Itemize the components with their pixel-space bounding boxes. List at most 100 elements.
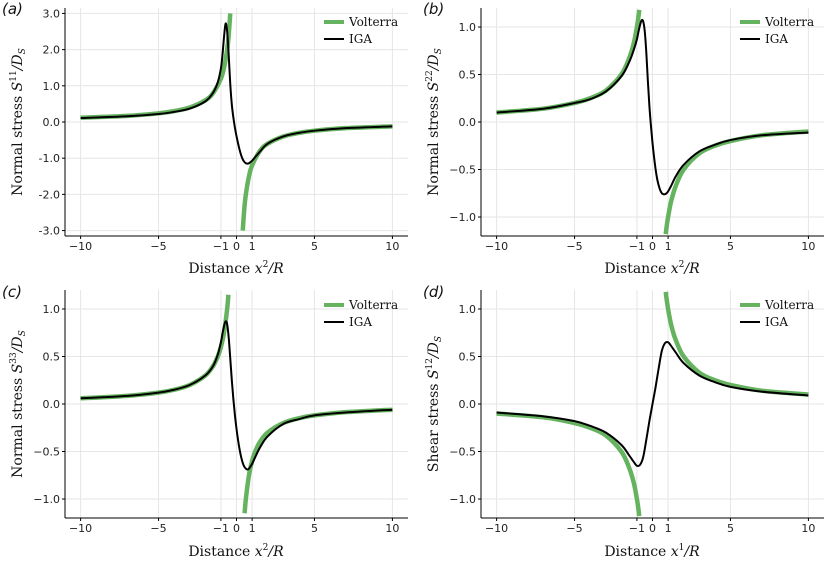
x-tick-label: 0: [649, 522, 656, 535]
panel-d-ticks: −10 −5 −1 0 1 5 10−1.0−0.50.00.51.0: [449, 303, 815, 535]
y-axis-label: Normal stress S22/DS: [425, 48, 444, 196]
x-axis-label: Distance x2/R: [188, 260, 284, 277]
y-tick-label: -3.0: [39, 225, 60, 238]
x-tick-label: 1: [249, 522, 256, 535]
panel-d-legend: Volterra IGA: [740, 298, 814, 329]
y-tick-label: 1.0: [43, 80, 61, 93]
x-tick-label: −1: [213, 240, 229, 253]
y-tick-label: −1.0: [449, 493, 476, 506]
x-tick-label: 1: [665, 522, 672, 535]
legend-label-iga: IGA: [349, 315, 372, 329]
panel-label: (a): [2, 0, 23, 18]
panel-c-axes: [64, 290, 408, 519]
y-tick-label: -1.0: [39, 152, 60, 165]
x-axis-label: Distance x2/R: [604, 260, 700, 277]
panel-a: −10 −5 −1 0 1 5 10-3.0-2.0-1.00.01.02.03.0 Vol…: [2, 0, 408, 277]
y-tick-label: -2.0: [39, 188, 60, 201]
legend-label-iga: IGA: [765, 32, 788, 46]
x-tick-label: 0: [233, 240, 240, 253]
y-tick-label: 0.0: [459, 398, 477, 411]
panel-a-ticks: −10 −5 −1 0 1 5 10-3.0-2.0-1.00.01.02.03.0: [39, 7, 400, 253]
y-tick-label: 0.5: [43, 351, 61, 364]
x-tick-label: 5: [727, 240, 734, 253]
x-tick-label: −5: [566, 240, 582, 253]
y-tick-label: 2.0: [43, 44, 61, 57]
legend-label-volterra: Volterra: [348, 298, 398, 312]
y-axis-label: Shear stress S12/DS: [425, 336, 444, 472]
y-tick-label: −0.5: [449, 446, 476, 459]
y-tick-label: 1.0: [43, 303, 61, 316]
series-iga-line: [80, 22, 393, 165]
x-tick-label: 0: [233, 522, 240, 535]
panel-c-series: [80, 294, 393, 514]
panel-d-series: [496, 291, 809, 517]
panel-b-series: [496, 9, 809, 235]
y-tick-label: 0.0: [43, 116, 61, 129]
series-volterra-branch-left: [496, 411, 642, 517]
panel-c-ticks: −10 −5 −1 0 1 5 10−1.0−0.50.00.51.0: [33, 303, 399, 535]
x-tick-label: 10: [801, 522, 815, 535]
series-iga-line: [496, 18, 809, 196]
panel-a-axes: [64, 8, 408, 237]
panel-a-legend: Volterra IGA: [324, 15, 398, 46]
panel-b-axes: [480, 8, 824, 237]
series-volterra-branch-right: [240, 124, 393, 231]
x-tick-label: 1: [665, 240, 672, 253]
panel-d-axes: [480, 290, 824, 519]
series-volterra-branch-left: [496, 9, 642, 115]
x-tick-label: −10: [485, 522, 508, 535]
legend-label-volterra: Volterra: [764, 298, 814, 312]
y-tick-label: 0.5: [459, 351, 477, 364]
series-volterra-branch-right: [663, 129, 809, 235]
series-iga-line: [80, 320, 393, 471]
y-axis-label: Normal stress S33/DS: [9, 330, 28, 478]
y-tick-label: −1.0: [33, 493, 60, 506]
y-tick-label: 1.0: [459, 303, 477, 316]
x-tick-label: −1: [629, 522, 645, 535]
x-tick-label: 5: [311, 522, 318, 535]
x-tick-label: −5: [150, 240, 166, 253]
panel-label: (c): [2, 283, 22, 301]
panel-d: −10 −5 −1 0 1 5 10−1.0−0.50.00.51.0 Volterra I…: [423, 283, 824, 560]
panel-label: (d): [423, 283, 444, 301]
y-tick-label: 0.0: [459, 116, 477, 129]
x-tick-label: 10: [801, 240, 815, 253]
panel-c-grid: [65, 290, 408, 518]
x-tick-label: 5: [311, 240, 318, 253]
x-tick-label: −10: [485, 240, 508, 253]
x-tick-label: 10: [385, 240, 399, 253]
y-tick-label: 1.0: [459, 21, 477, 34]
series-volterra-branch-right: [242, 407, 393, 514]
legend-label-iga: IGA: [349, 32, 372, 46]
x-axis-label: Distance x2/R: [188, 543, 284, 560]
y-tick-label: 0.0: [43, 398, 61, 411]
panel-a-grid: [65, 8, 408, 236]
x-axis-label: Distance x1/R: [604, 543, 700, 560]
x-tick-label: 0: [649, 240, 656, 253]
panel-c-legend: Volterra IGA: [324, 298, 398, 329]
panel-b-ticks: −10 −5 −1 0 1 5 10−1.0−0.50.00.51.0: [449, 21, 815, 253]
series-iga-line: [496, 340, 809, 468]
panel-label: (b): [423, 0, 444, 18]
y-tick-label: −0.5: [449, 164, 476, 177]
x-tick-label: 1: [249, 240, 256, 253]
x-tick-label: −10: [69, 522, 92, 535]
y-tick-label: 3.0: [43, 7, 61, 20]
series-volterra-branch-left: [80, 294, 231, 401]
legend-label-volterra: Volterra: [348, 15, 398, 29]
x-tick-label: −5: [150, 522, 166, 535]
series-volterra-branch-left: [80, 13, 233, 120]
y-tick-label: −1.0: [449, 211, 476, 224]
y-axis-label: Normal stress S11/DS: [9, 48, 28, 196]
x-tick-label: −1: [213, 522, 229, 535]
legend-label-volterra: Volterra: [764, 15, 814, 29]
panel-c: −10 −5 −1 0 1 5 10−1.0−0.50.00.51.0 Volterra I…: [2, 283, 408, 560]
panel-a-series: [80, 13, 393, 231]
y-tick-label: 0.5: [459, 69, 477, 82]
y-tick-label: −0.5: [33, 446, 60, 459]
series-volterra-branch-right: [663, 291, 809, 397]
panel-b-legend: Volterra IGA: [740, 15, 814, 46]
x-tick-label: −5: [566, 522, 582, 535]
x-tick-label: −1: [629, 240, 645, 253]
